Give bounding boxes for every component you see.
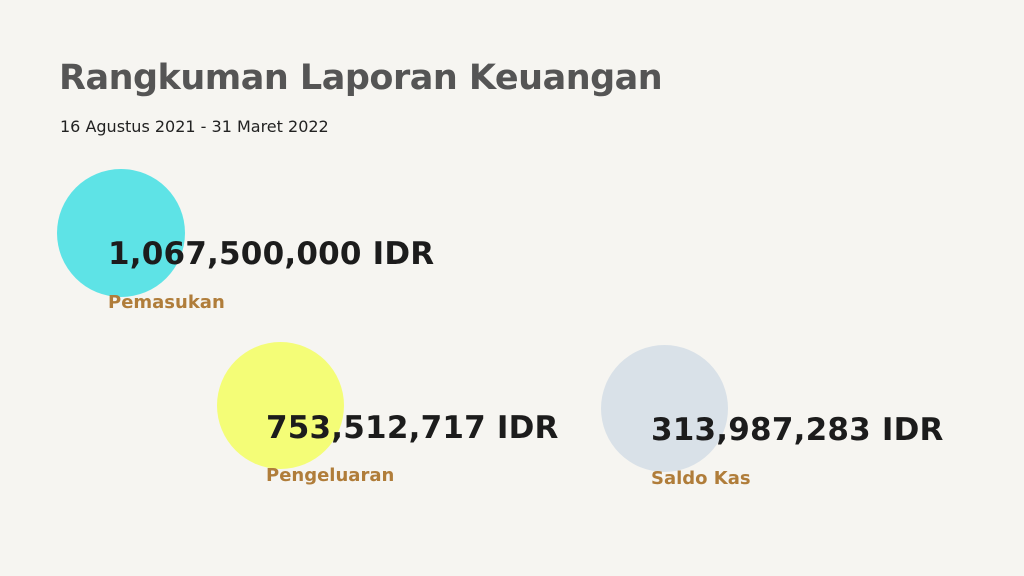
- income-label: Pemasukan: [108, 292, 225, 313]
- balance-label: Saldo Kas: [651, 468, 751, 489]
- balance-amount: 313,987,283 IDR: [651, 412, 944, 448]
- balance-circle: [601, 345, 728, 472]
- expense-circle: [217, 342, 344, 469]
- page-title: Rangkuman Laporan Keuangan: [59, 58, 663, 98]
- income-amount: 1,067,500,000 IDR: [108, 236, 435, 272]
- expense-label: Pengeluaran: [266, 465, 395, 486]
- report-period: 16 Agustus 2021 - 31 Maret 2022: [60, 117, 329, 136]
- income-circle: [57, 169, 185, 297]
- expense-amount: 753,512,717 IDR: [266, 410, 559, 446]
